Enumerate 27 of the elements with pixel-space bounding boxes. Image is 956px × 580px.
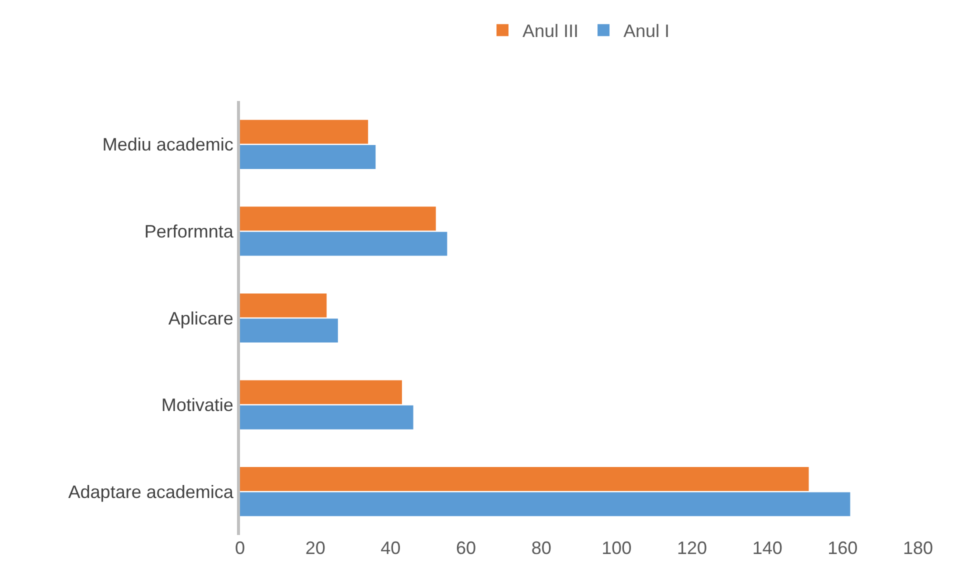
bar	[240, 120, 368, 144]
x-tick-label: 160	[828, 538, 858, 558]
bar	[240, 145, 376, 169]
legend-label: Anul I	[624, 21, 670, 42]
bar	[240, 492, 850, 516]
x-tick-label: 60	[456, 538, 476, 558]
bar	[240, 293, 327, 318]
bar	[240, 206, 436, 231]
y-tick-label: Performnta	[144, 222, 234, 242]
y-tick-label: Motivatie	[161, 395, 234, 416]
bar	[240, 232, 448, 256]
bar	[240, 405, 414, 430]
x-tick-label: 20	[305, 538, 326, 558]
bar	[240, 380, 402, 404]
bar	[240, 467, 809, 491]
x-tick-label: 120	[676, 538, 708, 558]
y-tick-label: Aplicare	[168, 308, 234, 328]
bar	[240, 318, 338, 343]
x-tick-label: 80	[531, 538, 552, 558]
x-tick-label: 140	[752, 538, 782, 558]
x-tick-label: 180	[902, 538, 934, 558]
x-tick-label: 40	[380, 538, 401, 558]
y-tick-label: Adaptare academica	[68, 482, 234, 502]
x-tick-label: 100	[602, 538, 632, 558]
y-tick-label: Mediu academic	[102, 134, 234, 155]
legend-label: Anul III	[522, 21, 579, 42]
x-tick-label: 0	[234, 538, 246, 558]
